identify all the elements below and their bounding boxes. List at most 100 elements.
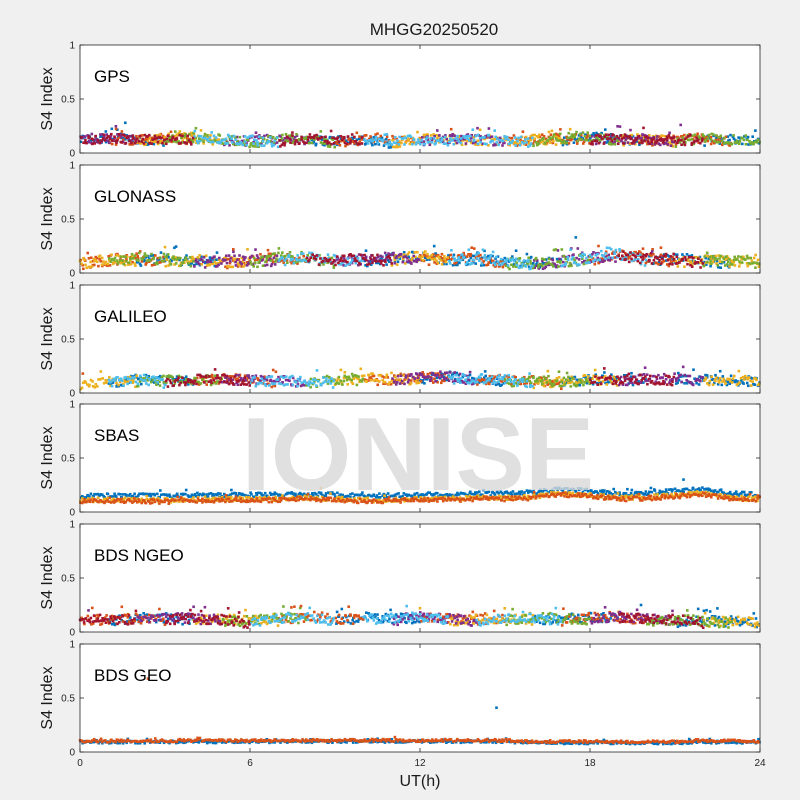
data-point <box>225 380 229 383</box>
data-point <box>339 137 343 141</box>
data-point <box>402 259 405 262</box>
data-point <box>329 129 333 133</box>
data-point <box>738 139 742 143</box>
data-point <box>575 378 579 382</box>
data-point <box>658 255 662 259</box>
data-point <box>282 261 285 265</box>
data-point <box>397 143 401 146</box>
data-point <box>140 140 144 143</box>
data-point <box>598 376 601 380</box>
data-point <box>424 250 427 253</box>
data-point <box>479 140 482 144</box>
data-point <box>654 255 658 259</box>
data-point <box>211 494 214 498</box>
data-point <box>275 141 279 144</box>
data-point <box>84 496 88 499</box>
data-point <box>402 251 406 254</box>
data-point <box>671 145 675 148</box>
data-point <box>717 381 721 384</box>
data-point <box>162 386 166 389</box>
data-point <box>435 259 438 262</box>
data-point <box>695 136 698 140</box>
data-point <box>655 138 659 141</box>
data-point <box>453 371 456 374</box>
data-point <box>612 133 615 137</box>
data-point <box>557 370 561 373</box>
data-point <box>569 248 572 251</box>
data-point <box>268 491 272 495</box>
data-point <box>578 132 582 136</box>
data-point <box>585 381 589 385</box>
data-point <box>438 373 442 377</box>
data-point <box>526 145 530 148</box>
data-point <box>588 255 592 258</box>
data-point <box>168 495 172 498</box>
data-point <box>714 379 717 383</box>
data-point <box>525 381 529 385</box>
data-point <box>703 260 706 264</box>
outlier-point <box>319 130 323 133</box>
data-point <box>577 258 581 261</box>
data-point <box>472 259 476 262</box>
data-point <box>584 138 587 142</box>
data-point <box>417 258 421 262</box>
data-point <box>384 142 388 146</box>
data-point <box>467 378 470 381</box>
data-point <box>162 493 165 496</box>
data-point <box>196 139 199 143</box>
data-point <box>681 136 685 140</box>
data-point <box>216 380 220 383</box>
data-point <box>99 493 103 496</box>
data-point <box>715 376 718 380</box>
data-point <box>310 251 314 255</box>
data-point <box>269 264 273 268</box>
data-point <box>604 257 607 260</box>
data-point <box>271 368 275 372</box>
data-point <box>626 383 629 387</box>
data-point <box>394 375 397 379</box>
data-point <box>102 135 106 139</box>
data-point <box>521 130 525 133</box>
data-point <box>119 261 123 265</box>
data-point <box>537 381 540 385</box>
data-point <box>355 255 359 259</box>
data-point <box>131 143 135 146</box>
data-point <box>314 378 317 382</box>
data-point <box>531 133 534 137</box>
data-point <box>307 141 311 145</box>
data-point <box>144 140 147 143</box>
outlier-point <box>679 123 682 127</box>
data-point <box>336 491 339 495</box>
data-point <box>708 255 712 259</box>
data-point <box>652 253 655 256</box>
data-point <box>317 491 321 494</box>
data-point <box>290 491 293 494</box>
data-point <box>524 135 528 139</box>
data-point <box>754 266 757 269</box>
data-point <box>505 379 509 383</box>
data-point <box>648 254 651 258</box>
data-point <box>314 142 318 146</box>
data-point <box>173 263 176 266</box>
data-point <box>144 256 148 259</box>
data-point <box>351 382 355 385</box>
data-point <box>202 256 206 259</box>
data-point <box>588 139 592 142</box>
outlier-point <box>163 245 167 249</box>
data-point <box>390 371 393 375</box>
data-point <box>265 378 269 381</box>
data-point <box>415 372 419 376</box>
data-point <box>98 257 101 261</box>
data-point <box>128 492 132 496</box>
data-point <box>669 383 672 386</box>
data-point <box>96 260 99 264</box>
data-point <box>358 263 361 266</box>
data-point <box>730 260 734 264</box>
data-point <box>279 145 282 148</box>
data-point <box>399 254 403 258</box>
data-point <box>514 144 517 147</box>
data-point <box>341 138 344 141</box>
data-point <box>250 262 253 266</box>
data-point <box>630 377 634 381</box>
